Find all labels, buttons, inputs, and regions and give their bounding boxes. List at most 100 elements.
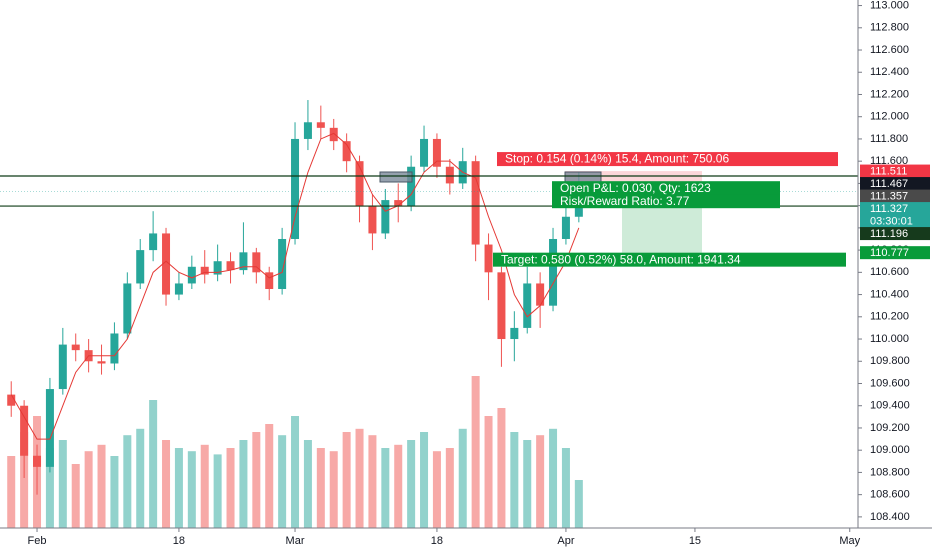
volume-bar xyxy=(497,408,506,528)
rr-label: Risk/Reward Ratio: 3.77 xyxy=(560,194,690,208)
volume-bar xyxy=(110,456,119,528)
y-tick-label: 108.400 xyxy=(870,511,910,523)
candle-body xyxy=(445,166,454,184)
axis: 108.400 108.600 108.800 109.000 109.200 109.4… xyxy=(28,0,930,547)
y-tick-label: 112.800 xyxy=(870,22,909,34)
candle-body xyxy=(432,138,441,167)
candle-body xyxy=(226,261,235,271)
volume-bar xyxy=(239,440,248,528)
candle-body xyxy=(342,141,351,162)
price-label-box xyxy=(860,227,930,241)
volume-bar xyxy=(561,448,570,528)
volume-bar xyxy=(187,451,196,528)
volume-bar xyxy=(97,444,106,528)
volume-bar xyxy=(58,440,67,528)
y-tick-label: 112.400 xyxy=(870,66,909,78)
candle-body xyxy=(355,161,364,206)
candle-body xyxy=(200,266,209,275)
price-label: 111.511 xyxy=(870,165,907,177)
volume-bar xyxy=(342,432,351,528)
candle-body xyxy=(549,238,558,306)
volume-bar xyxy=(394,444,403,528)
y-tick-label: 110.200 xyxy=(870,311,909,323)
volume-bar xyxy=(549,428,558,528)
candle-body xyxy=(174,283,183,295)
volume-bar xyxy=(368,435,377,528)
volume-bar xyxy=(510,432,519,528)
candle-body xyxy=(561,216,570,239)
candle-body xyxy=(162,233,171,295)
volume-bar xyxy=(20,432,29,528)
candle-body xyxy=(536,283,545,306)
volume-bar xyxy=(432,451,441,528)
price-label: 111.467 xyxy=(870,178,908,190)
volume-bar xyxy=(265,424,274,528)
volume-bar xyxy=(484,416,493,528)
price-label: 111.196 xyxy=(870,228,908,240)
volume-bar xyxy=(162,440,171,528)
volume-bar xyxy=(136,428,145,528)
candle-body xyxy=(213,261,222,275)
price-label-box xyxy=(860,177,930,191)
stop-label: Stop: 0.154 (0.14%) 15.4, Amount: 750.06 xyxy=(505,152,729,166)
volume-bar xyxy=(303,440,312,528)
y-tick-label: 108.600 xyxy=(870,489,910,501)
candle-body xyxy=(45,389,54,467)
candle-body xyxy=(291,138,300,239)
candle-body xyxy=(329,127,338,142)
overlay: Stop: 0.154 (0.14%) 15.4, Amount: 750.06… xyxy=(0,152,858,267)
volume-bar xyxy=(71,464,80,528)
volume-bar xyxy=(355,428,364,528)
volume-bar xyxy=(278,435,287,528)
candle-body xyxy=(149,233,158,251)
y-tick-label: 110.000 xyxy=(870,333,909,345)
y-tick-label: 110.400 xyxy=(870,288,909,300)
candle-body xyxy=(110,333,119,364)
x-tick-label: May xyxy=(839,535,860,547)
y-tick-label: 109.600 xyxy=(870,377,910,389)
y-tick-label: 112.200 xyxy=(870,88,909,100)
candle-body xyxy=(420,138,429,167)
candle-body xyxy=(252,252,261,273)
price-label: 110.777 xyxy=(870,247,909,259)
candle-body xyxy=(71,344,80,351)
price-label-box xyxy=(860,164,930,178)
volume-bar xyxy=(226,448,235,528)
volume-bar xyxy=(316,448,325,528)
price-label: 03:30:01 xyxy=(870,215,913,227)
rr-label-box xyxy=(552,194,780,209)
candle-body xyxy=(510,327,519,340)
y-tick-label: 109.800 xyxy=(870,355,910,367)
volume-bar xyxy=(523,440,532,528)
volume-bar xyxy=(84,451,93,528)
candle-body xyxy=(239,252,248,271)
price-label-box xyxy=(860,246,930,260)
y-tick-label: 113.000 xyxy=(870,0,909,11)
x-tick-label: Apr xyxy=(557,535,574,547)
candle-body xyxy=(497,272,506,340)
candle-body xyxy=(123,283,132,334)
price-label: 111.327 xyxy=(870,203,908,215)
y-tick-label: 112.000 xyxy=(870,111,909,123)
candle-body xyxy=(187,266,196,284)
x-tick-label: Mar xyxy=(286,535,305,547)
volume-bar xyxy=(123,435,132,528)
moving-average xyxy=(10,132,580,440)
volume-bar xyxy=(252,432,261,528)
candle-body xyxy=(368,205,377,234)
volume-bar xyxy=(7,456,16,528)
candle-body xyxy=(381,200,390,234)
volume-bar xyxy=(149,400,158,528)
candle-body xyxy=(7,394,16,406)
y-tick-label: 112.600 xyxy=(870,44,909,56)
volume-bar xyxy=(291,416,300,528)
volume-bar xyxy=(213,454,222,528)
volume-bar xyxy=(536,435,545,528)
price-label: 111.357 xyxy=(870,190,908,202)
x-tick-label: 18 xyxy=(173,535,185,547)
volume-bar xyxy=(174,448,183,528)
y-tick-label: 109.200 xyxy=(870,422,910,434)
candle-body xyxy=(471,161,480,245)
candle-body xyxy=(316,122,325,128)
